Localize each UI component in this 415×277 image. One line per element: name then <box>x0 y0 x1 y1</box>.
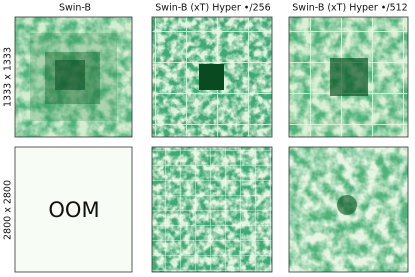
row-label: 1333 x 1333 <box>3 47 14 107</box>
row-label: 2800 x 2800 <box>3 180 14 240</box>
attention-map <box>288 146 409 273</box>
attention-map <box>151 146 273 273</box>
column-title: Swin-B (xT) Hyper •/512 <box>292 3 407 14</box>
oom-panel: OOM <box>14 146 133 273</box>
column-title: Swin-B (xT) Hyper •/256 <box>155 3 270 14</box>
oom-label: OOM <box>48 198 99 222</box>
attention-map <box>14 16 133 138</box>
attention-map <box>288 16 409 138</box>
attention-map <box>151 16 273 138</box>
column-title: Swin-B <box>59 3 91 14</box>
